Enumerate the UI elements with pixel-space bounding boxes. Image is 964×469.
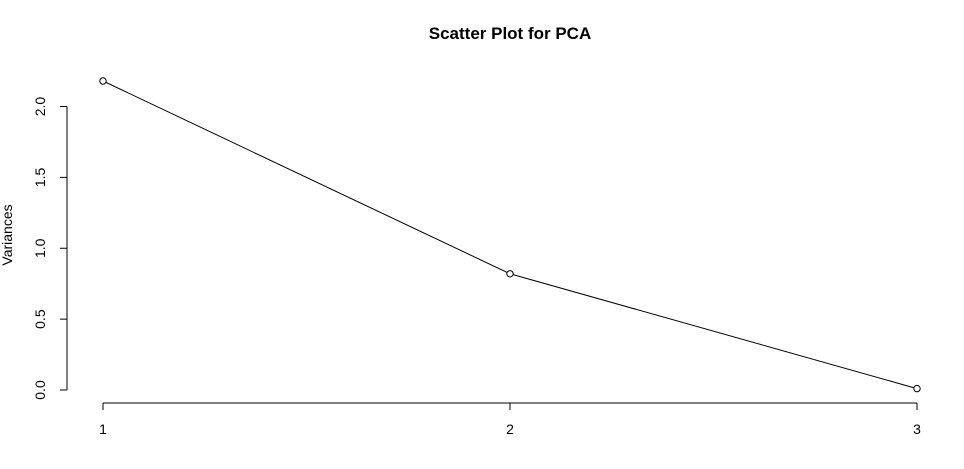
series-line	[102, 80, 918, 390]
y-tick-label: 0.0	[32, 380, 48, 400]
axes: 0.0 0.5 1.0 1.5 2.0 1 2 3	[32, 97, 921, 437]
data-point	[913, 384, 921, 393]
y-tick-label: 0.5	[32, 309, 48, 329]
x-tick-label: 3	[913, 421, 921, 437]
y-axis-label: Variances	[0, 204, 15, 265]
y-tick-label: 1.0	[32, 238, 48, 258]
data-point	[99, 77, 107, 85]
chart-title: Scatter Plot for PCA	[429, 24, 591, 43]
y-tick-label: 1.5	[32, 167, 48, 187]
series	[102, 80, 918, 390]
data-point	[506, 270, 514, 278]
data-points	[99, 77, 921, 393]
x-tick-label: 2	[506, 421, 514, 437]
y-tick-label: 2.0	[32, 97, 48, 117]
x-tick-label: 1	[99, 421, 107, 437]
